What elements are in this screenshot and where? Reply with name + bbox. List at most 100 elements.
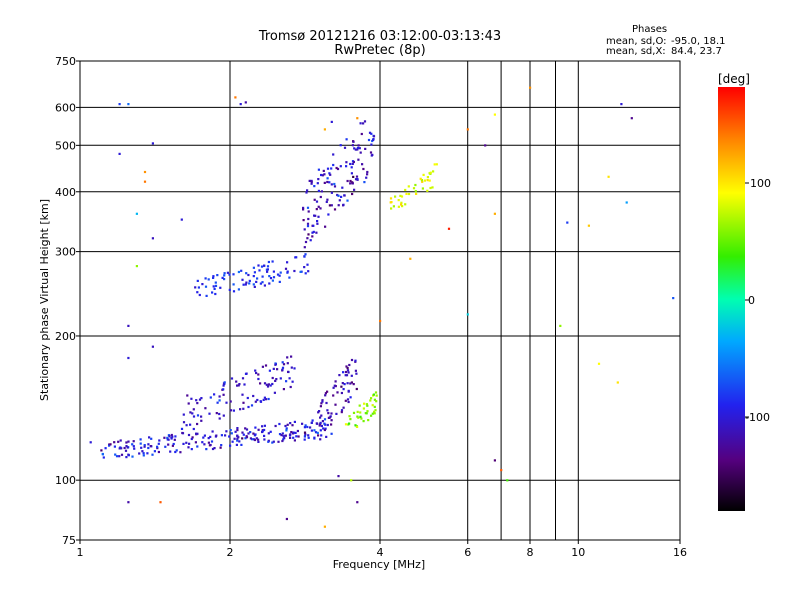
data-point	[216, 401, 219, 404]
x-tick-label: 6	[464, 546, 471, 559]
data-point	[143, 444, 146, 447]
data-point	[352, 160, 355, 164]
data-point	[307, 270, 310, 273]
data-point	[358, 147, 361, 150]
data-point	[353, 147, 356, 150]
colorbar-tick-label: 0	[748, 294, 755, 307]
data-point	[236, 427, 239, 430]
data-point	[348, 422, 351, 425]
data-point	[113, 445, 116, 448]
data-point	[321, 174, 324, 177]
grid	[80, 61, 680, 540]
data-point	[342, 371, 345, 374]
data-point	[258, 269, 261, 272]
data-point	[344, 423, 348, 426]
data-point	[143, 180, 147, 183]
data-point	[203, 434, 206, 437]
data-point	[254, 400, 257, 403]
data-point	[369, 399, 372, 402]
data-point	[272, 367, 275, 370]
data-point	[215, 412, 218, 415]
y-axis-ticks: 75 100 200 300 400 500 600 750	[55, 55, 80, 547]
data-point	[195, 399, 198, 402]
data-point	[207, 278, 210, 281]
data-point	[326, 390, 329, 393]
data-point	[352, 411, 356, 414]
data-point	[238, 383, 241, 386]
data-point	[222, 414, 225, 417]
data-point	[232, 283, 235, 286]
data-point	[306, 206, 310, 209]
data-point	[320, 402, 323, 405]
data-point	[587, 224, 590, 227]
data-point	[187, 402, 190, 405]
data-point	[189, 411, 192, 414]
data-point	[366, 173, 369, 176]
data-point	[330, 412, 333, 415]
data-point	[228, 435, 231, 438]
data-point	[192, 427, 195, 431]
data-point	[259, 282, 262, 285]
data-point	[138, 452, 141, 455]
data-point	[244, 427, 247, 430]
data-point	[372, 393, 375, 396]
data-point	[201, 283, 204, 286]
data-point	[163, 436, 166, 439]
data-point	[194, 286, 197, 289]
data-point	[337, 194, 340, 197]
data-point	[219, 446, 222, 449]
data-point	[281, 368, 284, 371]
data-point	[620, 103, 623, 106]
data-point	[351, 192, 354, 196]
data-point	[287, 370, 290, 373]
data-point	[352, 383, 355, 386]
data-point	[332, 163, 335, 167]
data-point	[205, 294, 208, 297]
data-point	[235, 443, 238, 446]
data-point	[423, 179, 426, 182]
data-point	[317, 205, 320, 208]
data-point	[147, 446, 150, 450]
x-tick-label: 10	[571, 546, 585, 559]
data-point	[389, 201, 392, 204]
data-point	[346, 179, 349, 183]
data-point	[212, 285, 215, 288]
data-point	[247, 405, 250, 409]
data-point	[421, 187, 424, 190]
data-point	[282, 435, 285, 438]
data-point	[141, 450, 144, 453]
data-point	[320, 414, 323, 417]
data-point	[257, 440, 260, 443]
data-point	[493, 113, 496, 116]
data-point	[365, 176, 368, 179]
data-point	[349, 382, 352, 385]
data-point	[374, 409, 377, 412]
data-point	[173, 438, 176, 441]
data-point	[317, 215, 320, 218]
data-point	[214, 284, 218, 287]
data-point	[212, 275, 215, 278]
data-point	[252, 266, 255, 269]
data-point	[222, 384, 225, 387]
data-point	[109, 443, 112, 446]
data-point	[350, 381, 353, 384]
data-point	[303, 266, 306, 269]
data-point	[108, 444, 111, 447]
data-point	[313, 436, 316, 439]
data-point	[118, 152, 121, 155]
data-point	[326, 167, 330, 170]
data-point	[432, 170, 435, 173]
data-point	[306, 263, 309, 266]
data-point	[315, 422, 318, 425]
data-point	[290, 431, 293, 434]
data-point	[414, 190, 417, 193]
data-point	[203, 443, 206, 446]
data-point	[245, 436, 249, 439]
data-point	[236, 439, 239, 442]
data-point	[356, 501, 359, 504]
data-point	[289, 433, 292, 436]
data-point	[348, 415, 351, 418]
data-point	[223, 272, 226, 275]
data-point	[379, 319, 382, 323]
data-point	[242, 407, 245, 410]
